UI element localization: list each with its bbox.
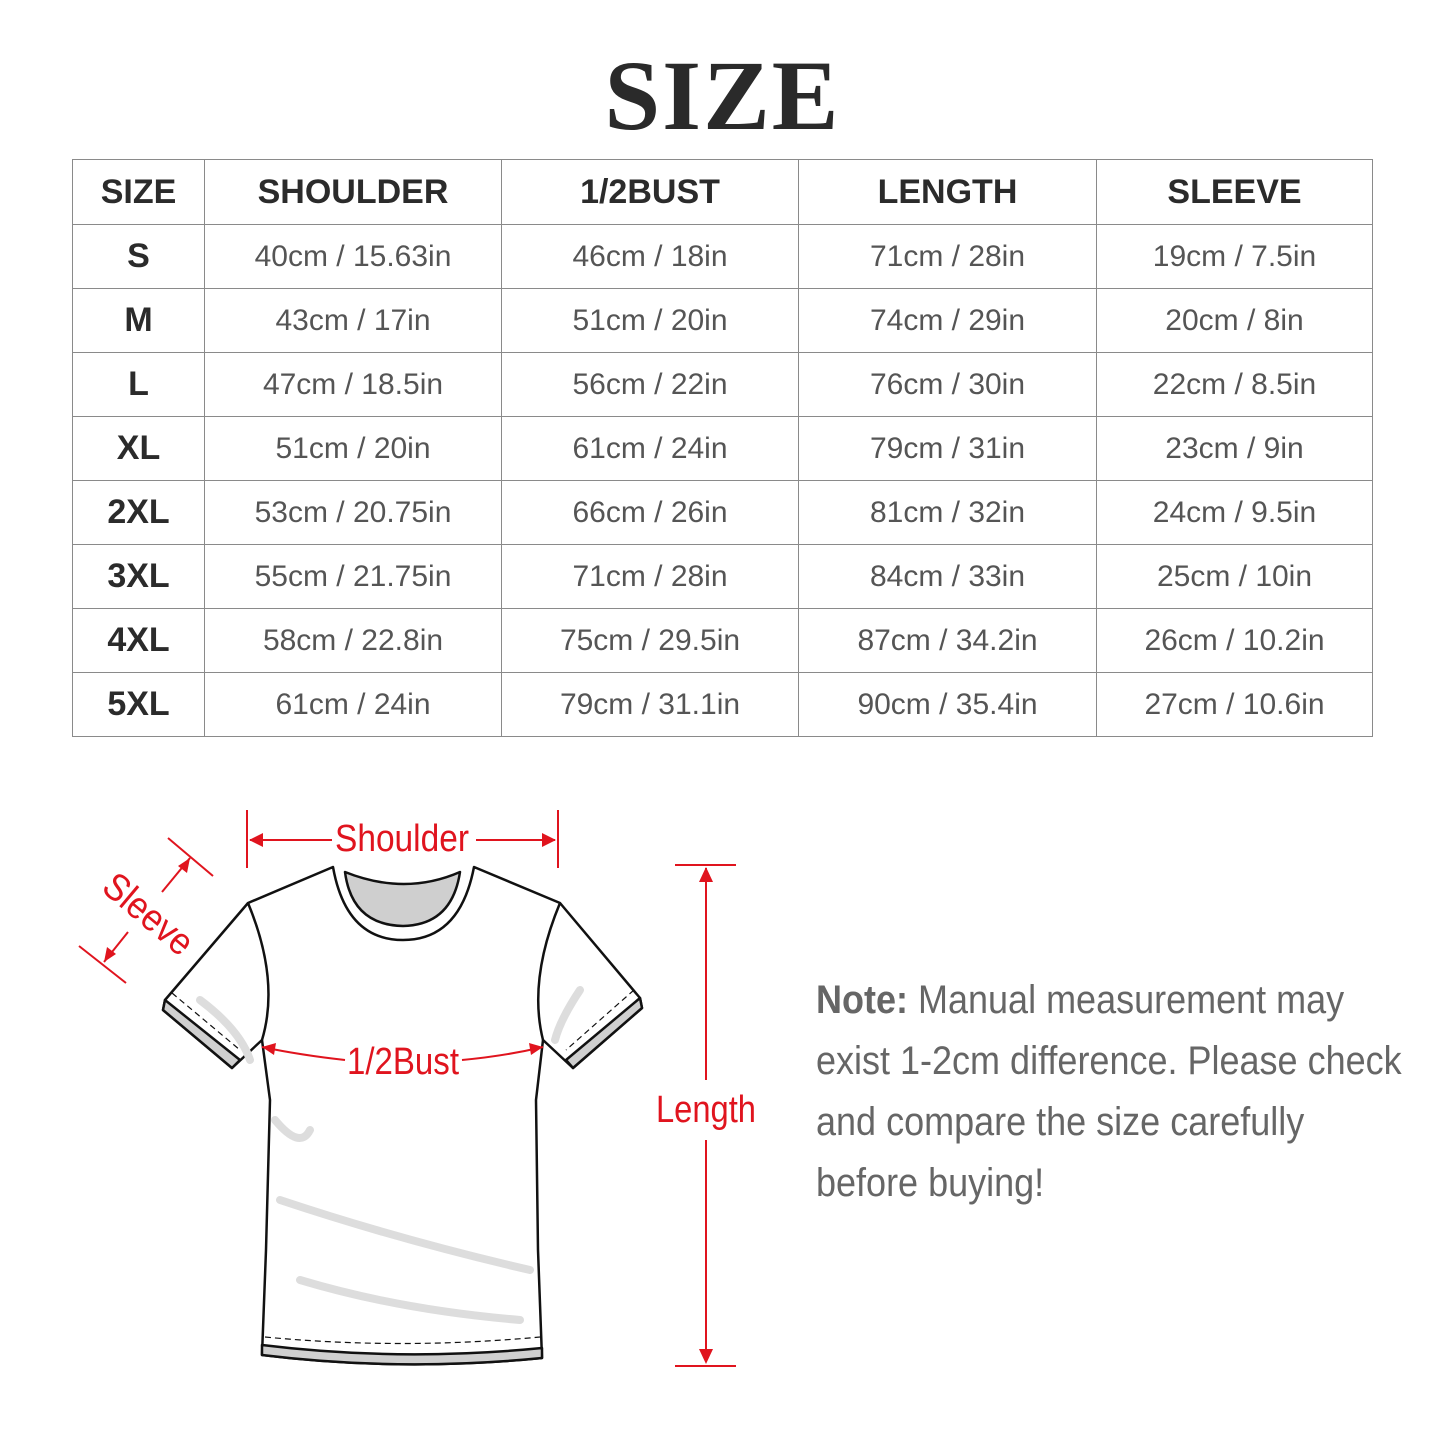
- size-cell: L: [72, 352, 205, 417]
- measurement-cell: 90cm / 35.4in: [798, 672, 1097, 737]
- measurement-cell: 61cm / 24in: [204, 672, 502, 737]
- size-cell: M: [72, 288, 205, 353]
- shoulder-measure-line: [246, 810, 559, 868]
- shoulder-label: Shoulder: [335, 818, 469, 860]
- measurement-cell: 43cm / 17in: [204, 288, 502, 353]
- table-row: L 47cm / 18.5in 56cm / 22in 76cm / 30in 22cm…: [72, 352, 1373, 417]
- table-row: 5XL 61cm / 24in 79cm / 31.1in 90cm / 35.4in…: [72, 672, 1373, 737]
- measurement-cell: 61cm / 24in: [501, 416, 799, 481]
- table-row: 3XL 55cm / 21.75in 71cm / 28in 84cm / 33in 2…: [72, 544, 1373, 609]
- measurement-cell: 55cm / 21.75in: [204, 544, 502, 609]
- note-body: Manual measurement may exist 1-2cm diffe…: [816, 978, 1402, 1205]
- header-sleeve: SLEEVE: [1096, 159, 1373, 225]
- measurement-cell: 46cm / 18in: [501, 224, 799, 289]
- header-bust: 1/2BUST: [501, 159, 799, 225]
- size-cell: 3XL: [72, 544, 205, 609]
- length-label: Length: [656, 1089, 756, 1131]
- measurement-cell: 40cm / 15.63in: [204, 224, 502, 289]
- measurement-cell: 66cm / 26in: [501, 480, 799, 545]
- note-label: Note:: [816, 978, 908, 1022]
- measurement-cell: 24cm / 9.5in: [1096, 480, 1373, 545]
- size-cell: S: [72, 224, 205, 289]
- measurement-cell: 51cm / 20in: [204, 416, 502, 481]
- measurement-cell: 53cm / 20.75in: [204, 480, 502, 545]
- measurement-cell: 79cm / 31in: [798, 416, 1097, 481]
- size-cell: 5XL: [72, 672, 205, 737]
- measurement-cell: 58cm / 22.8in: [204, 608, 502, 673]
- page-title: SIZE: [604, 40, 841, 151]
- size-cell: 4XL: [72, 608, 205, 673]
- sleeve-label: Sleeve: [94, 865, 201, 965]
- measurement-cell: 81cm / 32in: [798, 480, 1097, 545]
- measurement-cell: 19cm / 7.5in: [1096, 224, 1373, 289]
- measurement-cell: 84cm / 33in: [798, 544, 1097, 609]
- measurement-cell: 27cm / 10.6in: [1096, 672, 1373, 737]
- length-measure-line: [675, 864, 736, 1367]
- bust-label: 1/2Bust: [347, 1041, 459, 1083]
- table-row: XL 51cm / 20in 61cm / 24in 79cm / 31in 23cm …: [72, 416, 1373, 481]
- measurement-cell: 56cm / 22in: [501, 352, 799, 417]
- header-size: SIZE: [72, 159, 205, 225]
- table-row: M 43cm / 17in 51cm / 20in 74cm / 29in 20cm /…: [72, 288, 1373, 353]
- table-row: 2XL 53cm / 20.75in 66cm / 26in 81cm / 32in 2…: [72, 480, 1373, 545]
- measurement-cell: 74cm / 29in: [798, 288, 1097, 353]
- note-text: Note: Manual measurement may exist 1-2cm…: [816, 970, 1410, 1214]
- sleeve-measure-line: [78, 837, 214, 984]
- measurement-cell: 79cm / 31.1in: [501, 672, 799, 737]
- size-cell: 2XL: [72, 480, 205, 545]
- measurement-cell: 51cm / 20in: [501, 288, 799, 353]
- measurement-cell: 75cm / 29.5in: [501, 608, 799, 673]
- measurement-cell: 76cm / 30in: [798, 352, 1097, 417]
- measurement-cell: 20cm / 8in: [1096, 288, 1373, 353]
- size-table: SIZE SHOULDER 1/2BUST LENGTH SLEEVE S 40c…: [72, 159, 1373, 737]
- measurement-cell: 23cm / 9in: [1096, 416, 1373, 481]
- fabric-shading: [196, 986, 584, 1324]
- measurement-cell: 26cm / 10.2in: [1096, 608, 1373, 673]
- table-header-row: SIZE SHOULDER 1/2BUST LENGTH SLEEVE: [72, 159, 1373, 225]
- table-row: S 40cm / 15.63in 46cm / 18in 71cm / 28in 19c…: [72, 224, 1373, 289]
- measurement-cell: 47cm / 18.5in: [204, 352, 502, 417]
- measurement-cell: 71cm / 28in: [501, 544, 799, 609]
- tshirt-illustration: [161, 865, 644, 1366]
- measurement-cell: 25cm / 10in: [1096, 544, 1373, 609]
- bust-measure-line: [261, 1043, 544, 1061]
- measurement-cell: 22cm / 8.5in: [1096, 352, 1373, 417]
- header-length: LENGTH: [798, 159, 1097, 225]
